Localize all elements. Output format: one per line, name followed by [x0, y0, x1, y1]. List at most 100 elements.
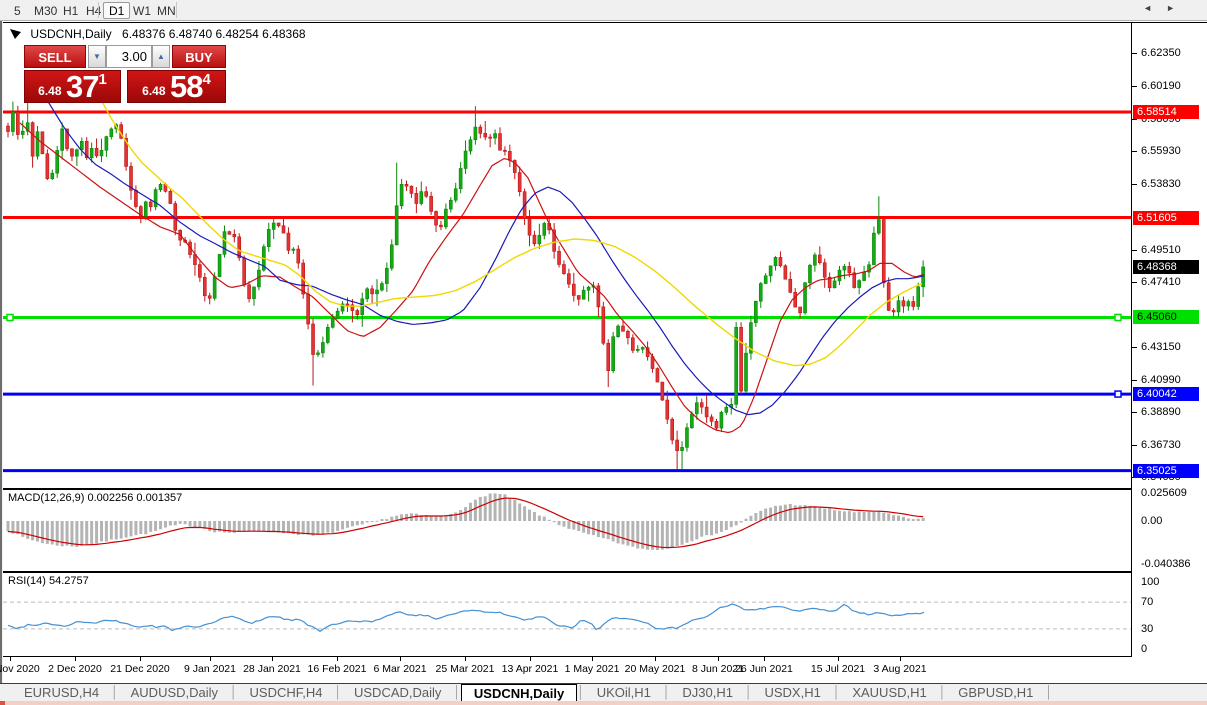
candle-body: [901, 300, 906, 307]
macd-histogram-bar: [208, 521, 212, 532]
timeframe-button-d1[interactable]: D1: [103, 2, 131, 19]
line-handle[interactable]: [1114, 390, 1122, 398]
macd-histogram-bar: [675, 521, 679, 547]
tab-separator: │: [744, 685, 753, 699]
timeframe-button-m30[interactable]: M30: [34, 4, 58, 18]
volume-increase-icon[interactable]: ▲: [152, 45, 170, 68]
chart-tab-gbpusd[interactable]: GBPUSD,H1: [958, 685, 1034, 700]
macd-histogram-bar: [621, 521, 625, 545]
macd-histogram-bar: [242, 521, 246, 532]
candle-body: [896, 300, 901, 313]
sell-button[interactable]: SELL: [24, 45, 86, 68]
macd-histogram-bar: [562, 521, 566, 527]
chart-tab-usdcnh[interactable]: USDCNH,Daily: [460, 684, 578, 701]
macd-histogram-bar: [218, 521, 222, 532]
chart-tab-xauusd[interactable]: XAUUSD,H1: [852, 685, 927, 700]
macd-histogram-bar: [606, 521, 610, 540]
candle-body: [281, 225, 286, 234]
candle-body: [330, 318, 335, 328]
chart-tab-usdchf[interactable]: USDCHF,H4: [249, 685, 323, 700]
ma-fast-line[interactable]: [19, 122, 925, 434]
price-axis[interactable]: 6.623506.601906.580906.559306.538306.495…: [1132, 23, 1207, 657]
candle-body: [714, 421, 719, 429]
chart-tab-eurusd[interactable]: EURUSD,H4: [24, 685, 100, 700]
candle-body: [380, 283, 384, 291]
date-label: 2 Dec 2020: [48, 663, 102, 675]
candle-body: [808, 264, 812, 284]
rsi-indicator-canvas[interactable]: [3, 573, 1131, 657]
panel-divider[interactable]: [3, 571, 1207, 573]
candle-body: [139, 206, 143, 217]
macd-histogram-bar: [257, 521, 261, 532]
price-chart-canvas[interactable]: [3, 24, 1131, 488]
date-tick-mark: [400, 657, 401, 661]
volume-input[interactable]: 3.00: [106, 45, 152, 68]
chart-tab-usdcad[interactable]: USDCAD,Daily: [354, 685, 442, 700]
sell-price-button[interactable]: 6.48 371: [24, 70, 121, 103]
candle-body: [148, 201, 153, 208]
panel-divider[interactable]: [3, 488, 1207, 490]
candle-body: [862, 271, 866, 281]
macd-signal-line[interactable]: [7, 497, 924, 549]
macd-histogram-bar: [636, 521, 640, 549]
tab-scroll-right-icon[interactable]: ►: [1166, 3, 1189, 13]
timeframe-button-w1[interactable]: W1: [133, 4, 151, 18]
candle-body: [291, 248, 296, 251]
macd-histogram-bar: [897, 515, 901, 521]
ma-mid-line[interactable]: [47, 101, 925, 416]
macd-histogram-bar: [99, 521, 103, 542]
candle-body: [798, 306, 802, 314]
macd-histogram-bar: [267, 521, 271, 533]
sell-price-base: 6.48: [38, 84, 62, 98]
candle-body: [212, 276, 217, 299]
price-tick-label: 6.38890: [1141, 405, 1181, 418]
macd-histogram-bar: [454, 512, 458, 521]
macd-histogram-bar: [375, 520, 379, 522]
macd-histogram-bar: [227, 521, 231, 533]
macd-histogram-bar: [424, 515, 428, 521]
volume-decrease-icon[interactable]: ▼: [88, 45, 106, 68]
buy-price-button[interactable]: 6.48 584: [127, 70, 226, 103]
tab-scroll-left-icon[interactable]: ◄: [1143, 3, 1167, 13]
candle-body: [680, 447, 684, 452]
date-label: 20 May 2021: [624, 663, 686, 675]
macd-histogram-bar: [109, 521, 113, 540]
chart-tab-usdx[interactable]: USDX,H1: [764, 685, 821, 700]
candle-body: [340, 303, 345, 312]
timeframe-button-mn[interactable]: MN: [157, 4, 176, 18]
macd-histogram-bar: [90, 521, 94, 544]
macd-indicator-canvas[interactable]: [3, 490, 1131, 571]
candle-body: [768, 265, 773, 277]
candle-body: [429, 195, 433, 212]
macd-histogram-bar: [316, 521, 320, 535]
chart-marker-icon[interactable]: [10, 29, 21, 39]
date-axis[interactable]: 13 Nov 2020 2 Dec 2020 21 Dec 2020 9 Jan 20…: [0, 657, 1131, 682]
chart-tab-ukoil[interactable]: UKOil,H1: [596, 685, 651, 700]
macd-histogram-bar: [478, 497, 482, 521]
line-handle[interactable]: [6, 313, 14, 322]
buy-button[interactable]: BUY: [172, 45, 226, 68]
macd-histogram-bar: [291, 521, 295, 535]
macd-histogram-bar: [380, 519, 384, 521]
candle-body: [89, 147, 94, 159]
volume-spinner: ▼ 3.00 ▲: [88, 45, 170, 68]
rsi-line[interactable]: [7, 603, 925, 633]
price-tick-mark: [1132, 412, 1137, 413]
timeframe-button-h4[interactable]: H4: [86, 4, 102, 18]
price-tick-label: 6.43150: [1141, 340, 1181, 353]
macd-histogram-bar: [749, 515, 753, 521]
timeframe-button-h1[interactable]: H1: [63, 4, 79, 18]
macd-histogram-bar: [70, 521, 74, 547]
candle-body: [867, 264, 871, 273]
macd-histogram-bar: [11, 521, 15, 534]
ma-slow-line[interactable]: [101, 101, 923, 367]
macd-histogram-bar: [887, 513, 891, 521]
chart-tab-dj30[interactable]: DJ30,H1: [682, 685, 733, 700]
macd-histogram-bar: [355, 521, 359, 526]
timeframe-button-5[interactable]: 5: [14, 4, 21, 18]
candle-body: [70, 148, 74, 157]
chart-tab-audusd[interactable]: AUDUSD,Daily: [130, 685, 219, 700]
line-handle[interactable]: [1114, 313, 1122, 322]
price-tick-mark: [1132, 380, 1137, 381]
price-level-label: 6.48368: [1133, 259, 1199, 274]
